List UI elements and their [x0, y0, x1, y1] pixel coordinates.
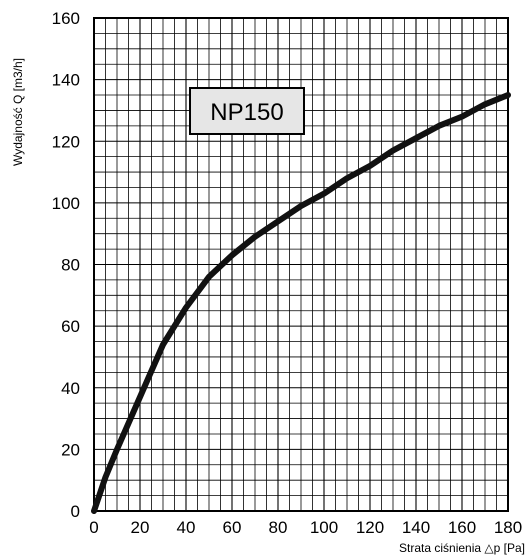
- annotation-box-frame: [189, 87, 305, 135]
- x-tick-label: 140: [402, 518, 430, 537]
- y-tick-label: 160: [52, 9, 80, 28]
- y-tick-label: 140: [52, 71, 80, 90]
- y-tick-label: 120: [52, 132, 80, 151]
- x-tick-label: 40: [177, 518, 196, 537]
- y-tick-label: 40: [61, 379, 80, 398]
- annotation-label: NP150: [210, 99, 283, 126]
- x-axis-ticks: 0 20 40 60 80 100 120 140 160 180: [89, 518, 522, 537]
- x-tick-label: 0: [89, 518, 98, 537]
- flow-curve-line: [91, 92, 511, 514]
- y-axis-ticks: 0 20 40 60 80 100 120 140 160: [52, 9, 80, 521]
- x-tick-label: 100: [310, 518, 338, 537]
- x-tick-label: 60: [223, 518, 242, 537]
- y-tick-label: 80: [61, 256, 80, 275]
- x-tick-label: 120: [356, 518, 384, 537]
- y-tick-label: 0: [71, 502, 80, 521]
- y-tick-label: 20: [61, 440, 80, 459]
- annotation-box: NP150: [189, 87, 305, 135]
- x-tick-label: 20: [131, 518, 150, 537]
- x-tick-label: 80: [269, 518, 288, 537]
- plot-frame: [93, 17, 509, 512]
- x-tick-label: 160: [448, 518, 476, 537]
- x-axis-title: Strata ciśnienia △p [Pa]: [399, 541, 525, 555]
- y-tick-label: 100: [52, 194, 80, 213]
- x-tick-label: 180: [494, 518, 522, 537]
- y-axis-title: Wydajność Q [m3/h]: [11, 58, 25, 166]
- y-tick-label: 60: [61, 317, 80, 336]
